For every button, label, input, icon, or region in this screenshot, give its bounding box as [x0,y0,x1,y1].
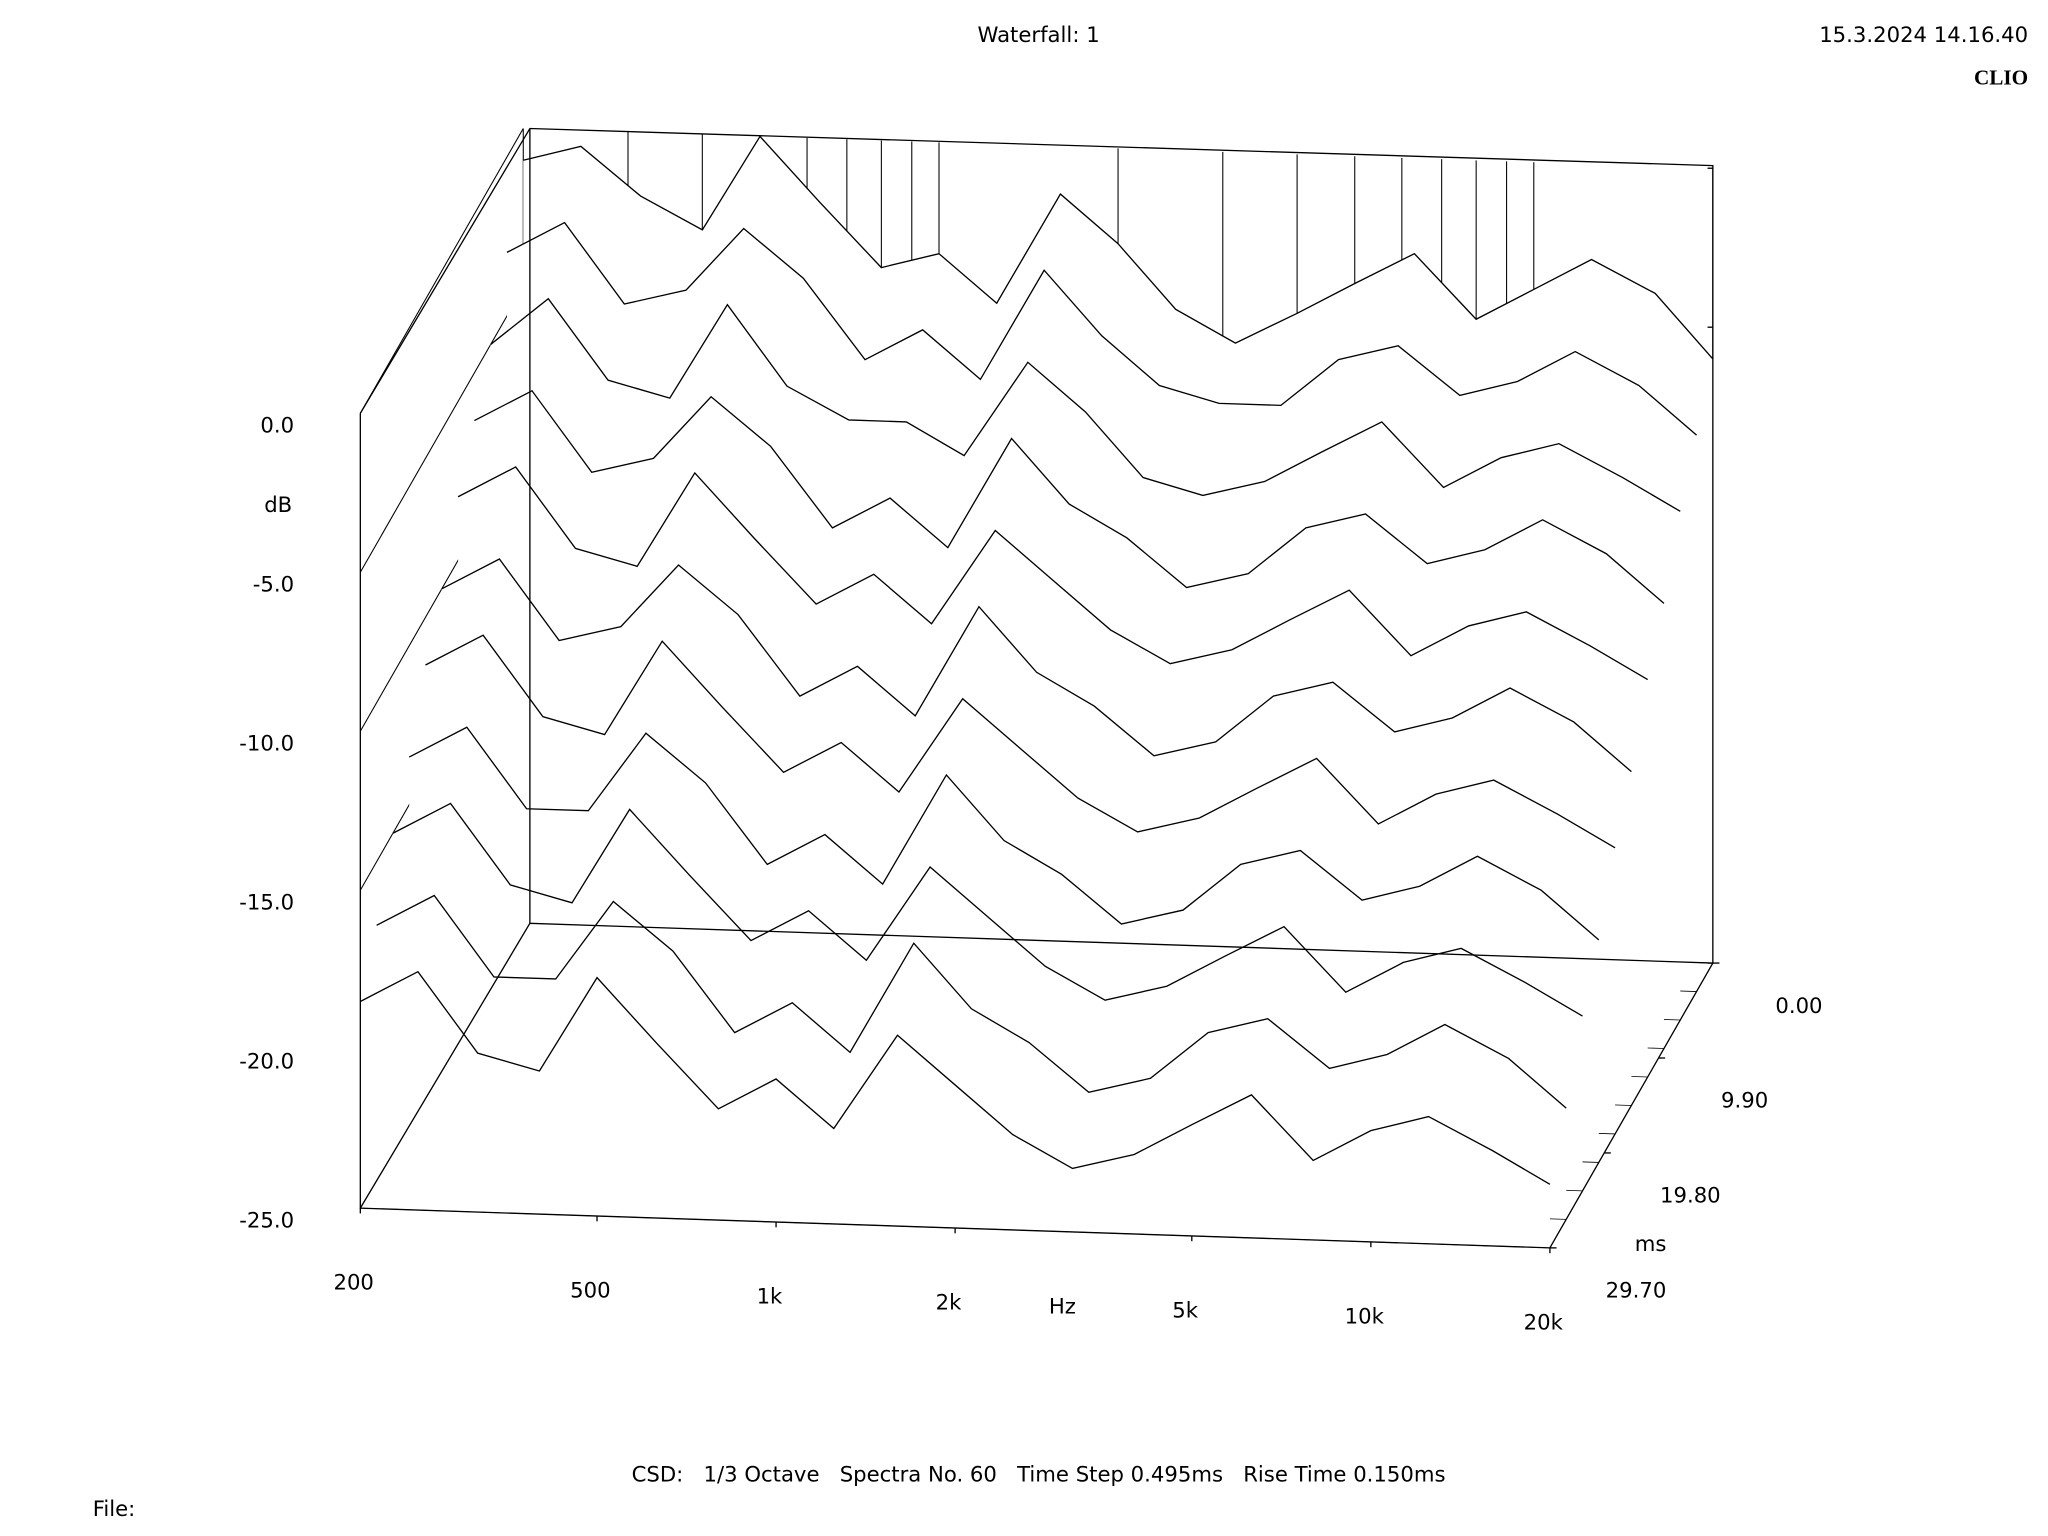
chart-title: Waterfall: 1 [977,22,1099,47]
y-grid-line [359,128,524,414]
slice-mask [360,971,1550,1248]
z-tick-label: 9.90 [1721,1088,1768,1113]
y-tick-label: 0.0 [260,413,294,438]
x-tick-label: 200 [333,1270,373,1295]
x-tick-label: 2k [936,1290,962,1315]
spectrum-line [392,802,1583,1017]
y-tick-label: -5.0 [253,572,294,597]
y-axis-label: dB [264,492,292,517]
footer-file: File: [93,1496,136,1521]
spectrum-line [490,297,1681,512]
x-axis-label: Hz [1049,1293,1076,1318]
spectrum-line [474,389,1665,604]
spectrum-line [523,135,1714,360]
spectrum-line [506,221,1697,436]
spectrum-line [360,970,1551,1185]
axes-frame [359,127,1714,1249]
x-tick-label: 5k [1172,1297,1198,1322]
timestamp: 15.3.2024 14.16.40 [1819,22,2028,47]
y-grid-line [359,287,524,573]
z-tick-label: 29.70 [1606,1278,1667,1303]
y-tick-label: -15.0 [239,889,294,914]
x-tick-label: 20k [1524,1309,1564,1334]
spectrum-line [408,726,1600,941]
spectrum-line [457,466,1649,681]
z-tick-label: 19.80 [1660,1183,1721,1208]
spectrum-line [376,894,1567,1109]
y-tick-label: -25.0 [239,1207,294,1232]
x-tick-label: 1k [757,1284,783,1309]
spectrum-line [425,634,1616,849]
spectrum-line [441,558,1632,773]
footer-settings: CSD: 1/3 Octave Spectra No. 60 Time Step… [632,1462,1446,1487]
x-tick-label: 500 [570,1278,610,1303]
y-tick-label: -10.0 [239,730,294,755]
z-tick-label: 0.00 [1775,993,1822,1018]
z-axis-label: ms [1635,1231,1667,1256]
brand: CLIO [1974,65,2028,89]
x-tick-label: 10k [1345,1303,1385,1328]
y-tick-label: -20.0 [239,1048,294,1073]
